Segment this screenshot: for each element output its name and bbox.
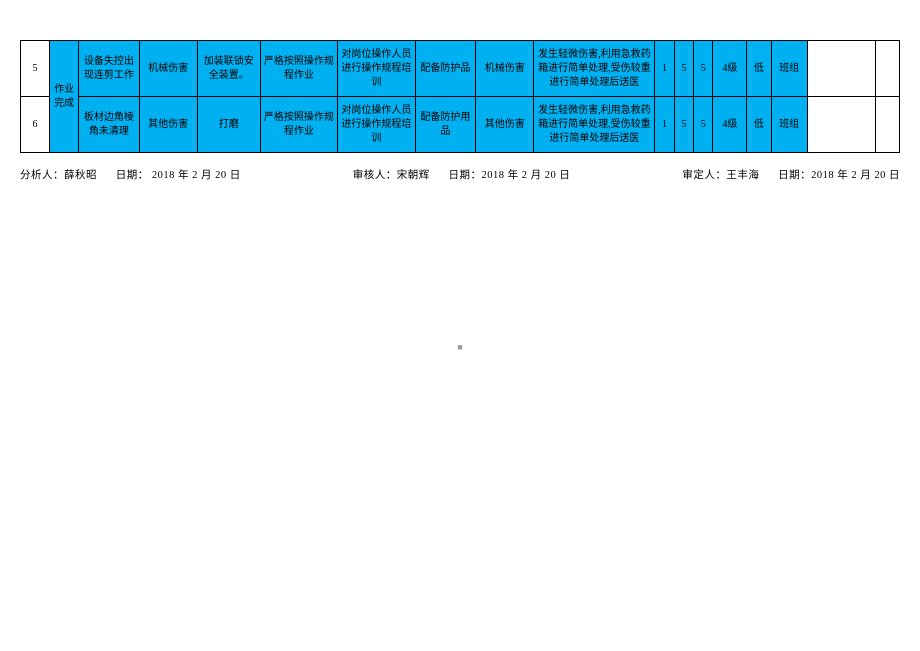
cell-hazard: 设备失控出现连剪工作 [79,41,140,97]
approver-date: 2018 年 2 月 20 日 [811,170,900,181]
analyst-date: 2018 年 2 月 20 日 [149,170,241,181]
cell-consequence: 其他伤害 [476,97,534,153]
cell-level: 4级 [713,41,747,97]
analyst-name: 薛秋昭 [64,170,97,181]
reviewer-date: 2018 年 2 月 20 日 [482,170,571,181]
cell-resp: 班组 [771,97,807,153]
cell-eng: 打磨 [197,97,260,153]
cell-S: 5 [674,41,693,97]
risk-table: 5 作业完成 设备失控出现连剪工作 机械伤害 加装联锁安全装置。 严格按照操作规… [20,40,900,153]
approver-name: 王丰海 [726,170,759,181]
analyst-block: 分析人：薛秋昭 日期： 2018 年 2 月 20 日 [20,167,241,182]
page: 5 作业完成 设备失控出现连剪工作 机械伤害 加装联锁安全装置。 严格按照操作规… [20,40,900,352]
cell-train: 对岗位操作人员进行操作规程培训 [338,97,415,153]
cell-R: 5 [694,97,713,153]
cell-harm-type: 机械伤害 [139,41,197,97]
cell-blank [807,41,875,97]
cell-level: 4级 [713,97,747,153]
reviewer-name: 宋朝辉 [397,170,430,181]
cell-blank [875,41,899,97]
cell-admin: 严格按照操作规程作业 [260,97,337,153]
analyst-label: 分析人： [20,170,64,181]
cell-hazard: 板材边角棱角未清理 [79,97,140,153]
analyst-date-label: 日期： [116,170,149,181]
cell-consequence: 机械伤害 [476,41,534,97]
cell-emergency: 发生轻微伤害,利用急救药箱进行简单处理,受伤较重进行简单处理后送医 [534,41,655,97]
cell-idx: 6 [21,97,50,153]
reviewer-date-label: 日期： [449,170,482,181]
cell-resp: 班组 [771,41,807,97]
cell-harm-type: 其他伤害 [139,97,197,153]
page-marker: ■ [20,342,900,352]
signature-row: 分析人：薛秋昭 日期： 2018 年 2 月 20 日 审核人：宋朝辉 日期：2… [20,167,900,182]
cell-S: 5 [674,97,693,153]
cell-blank [875,97,899,153]
cell-sev: 低 [747,97,771,153]
cell-idx: 5 [21,41,50,97]
cell-step: 作业完成 [50,41,79,153]
reviewer-block: 审核人：宋朝辉 日期：2018 年 2 月 20 日 [353,167,571,182]
cell-ppe: 配备防护用品 [415,97,476,153]
cell-admin: 严格按照操作规程作业 [260,41,337,97]
cell-L: 1 [655,97,674,153]
reviewer-label: 审核人： [353,170,397,181]
cell-L: 1 [655,41,674,97]
cell-ppe: 配备防护品 [415,41,476,97]
cell-blank [807,97,875,153]
table-row: 6 板材边角棱角未清理 其他伤害 打磨 严格按照操作规程作业 对岗位操作人员进行… [21,97,900,153]
approver-block: 审定人：王丰海 日期：2018 年 2 月 20 日 [682,167,900,182]
cell-R: 5 [694,41,713,97]
cell-emergency: 发生轻微伤害,利用急救药箱进行简单处理,受伤较重进行简单处理后送医 [534,97,655,153]
table-row: 5 作业完成 设备失控出现连剪工作 机械伤害 加装联锁安全装置。 严格按照操作规… [21,41,900,97]
cell-eng: 加装联锁安全装置。 [197,41,260,97]
cell-sev: 低 [747,41,771,97]
cell-train: 对岗位操作人员进行操作规程培训 [338,41,415,97]
approver-label: 审定人： [682,170,726,181]
approver-date-label: 日期： [778,170,811,181]
